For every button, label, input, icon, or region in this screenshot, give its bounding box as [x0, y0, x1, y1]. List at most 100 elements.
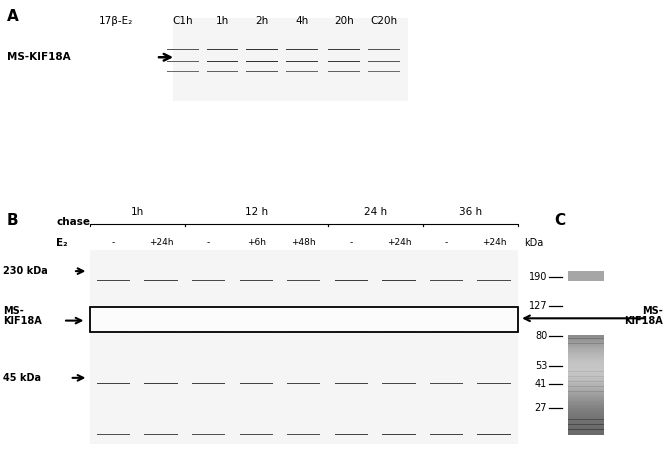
Bar [167, 71, 199, 72]
Bar [240, 434, 273, 435]
Bar [430, 383, 463, 384]
Bar [287, 331, 321, 332]
Bar [97, 331, 130, 332]
Bar [335, 383, 368, 384]
Bar [90, 307, 518, 332]
Bar [97, 383, 130, 384]
Bar [328, 71, 360, 72]
Bar [287, 280, 321, 281]
Bar [286, 61, 318, 62]
Bar [144, 383, 178, 384]
Bar [144, 280, 178, 281]
Bar [286, 71, 318, 72]
Bar [144, 280, 178, 281]
Bar [477, 434, 511, 435]
Bar [335, 331, 368, 332]
Bar [97, 434, 130, 435]
Bar [286, 49, 318, 50]
Bar [568, 375, 604, 376]
Bar [287, 280, 321, 281]
Bar [335, 280, 368, 281]
Bar [192, 434, 225, 435]
Bar [430, 280, 463, 281]
Bar [192, 280, 225, 281]
Bar [192, 331, 225, 332]
Bar [287, 280, 321, 281]
Bar [287, 280, 321, 281]
Bar [97, 280, 130, 281]
Bar [167, 71, 199, 72]
Bar [286, 61, 318, 62]
Bar [97, 331, 130, 332]
Bar [430, 383, 463, 384]
Bar [240, 434, 273, 435]
Bar [568, 365, 604, 367]
Bar [97, 280, 130, 281]
Bar [144, 434, 178, 435]
Bar [477, 434, 511, 435]
Bar [477, 331, 511, 332]
Text: C20h: C20h [371, 16, 397, 26]
Bar [287, 434, 321, 435]
Bar [167, 49, 199, 50]
Bar [246, 61, 278, 62]
Bar [568, 411, 604, 413]
Bar [477, 383, 511, 384]
Bar [568, 431, 604, 433]
Bar [246, 71, 278, 72]
Bar [430, 383, 463, 384]
Bar [328, 71, 360, 72]
Bar [328, 71, 360, 72]
Bar [477, 383, 511, 384]
Bar [368, 71, 400, 72]
Bar [287, 434, 321, 435]
Bar [335, 383, 368, 384]
Bar [144, 383, 178, 384]
Bar [328, 61, 360, 62]
Bar [477, 280, 511, 281]
Bar [246, 49, 278, 50]
Bar [97, 434, 130, 435]
Bar [430, 331, 463, 332]
Bar [287, 280, 321, 281]
Bar [430, 383, 463, 384]
Bar [568, 420, 604, 421]
Bar [240, 331, 273, 332]
Bar [167, 49, 199, 50]
Bar [246, 61, 278, 62]
Bar [328, 49, 360, 50]
Bar [568, 398, 604, 400]
Bar [287, 331, 321, 332]
Bar [568, 401, 604, 403]
Bar [240, 434, 273, 435]
Bar [286, 49, 318, 50]
Bar [477, 434, 511, 435]
Text: 20h: 20h [334, 16, 354, 26]
Bar [328, 49, 360, 50]
Text: E₂: E₂ [56, 238, 68, 248]
Bar [97, 331, 130, 332]
Bar [240, 280, 273, 281]
Bar [97, 331, 130, 332]
Bar [246, 61, 278, 62]
Bar [335, 434, 368, 435]
Bar [167, 49, 199, 50]
Bar [382, 280, 416, 281]
Bar [207, 71, 238, 72]
Bar [368, 61, 400, 62]
Bar [286, 71, 318, 72]
Bar [240, 280, 273, 281]
Bar [335, 331, 368, 332]
Bar [167, 61, 199, 62]
Bar [430, 434, 463, 435]
Bar [144, 434, 178, 435]
Bar [167, 61, 199, 62]
Bar [167, 61, 199, 62]
Bar [207, 49, 238, 50]
Bar [430, 434, 463, 435]
Bar [477, 383, 511, 384]
Bar [287, 331, 321, 332]
Bar [90, 250, 518, 444]
Bar [246, 61, 278, 62]
Bar [287, 383, 321, 384]
